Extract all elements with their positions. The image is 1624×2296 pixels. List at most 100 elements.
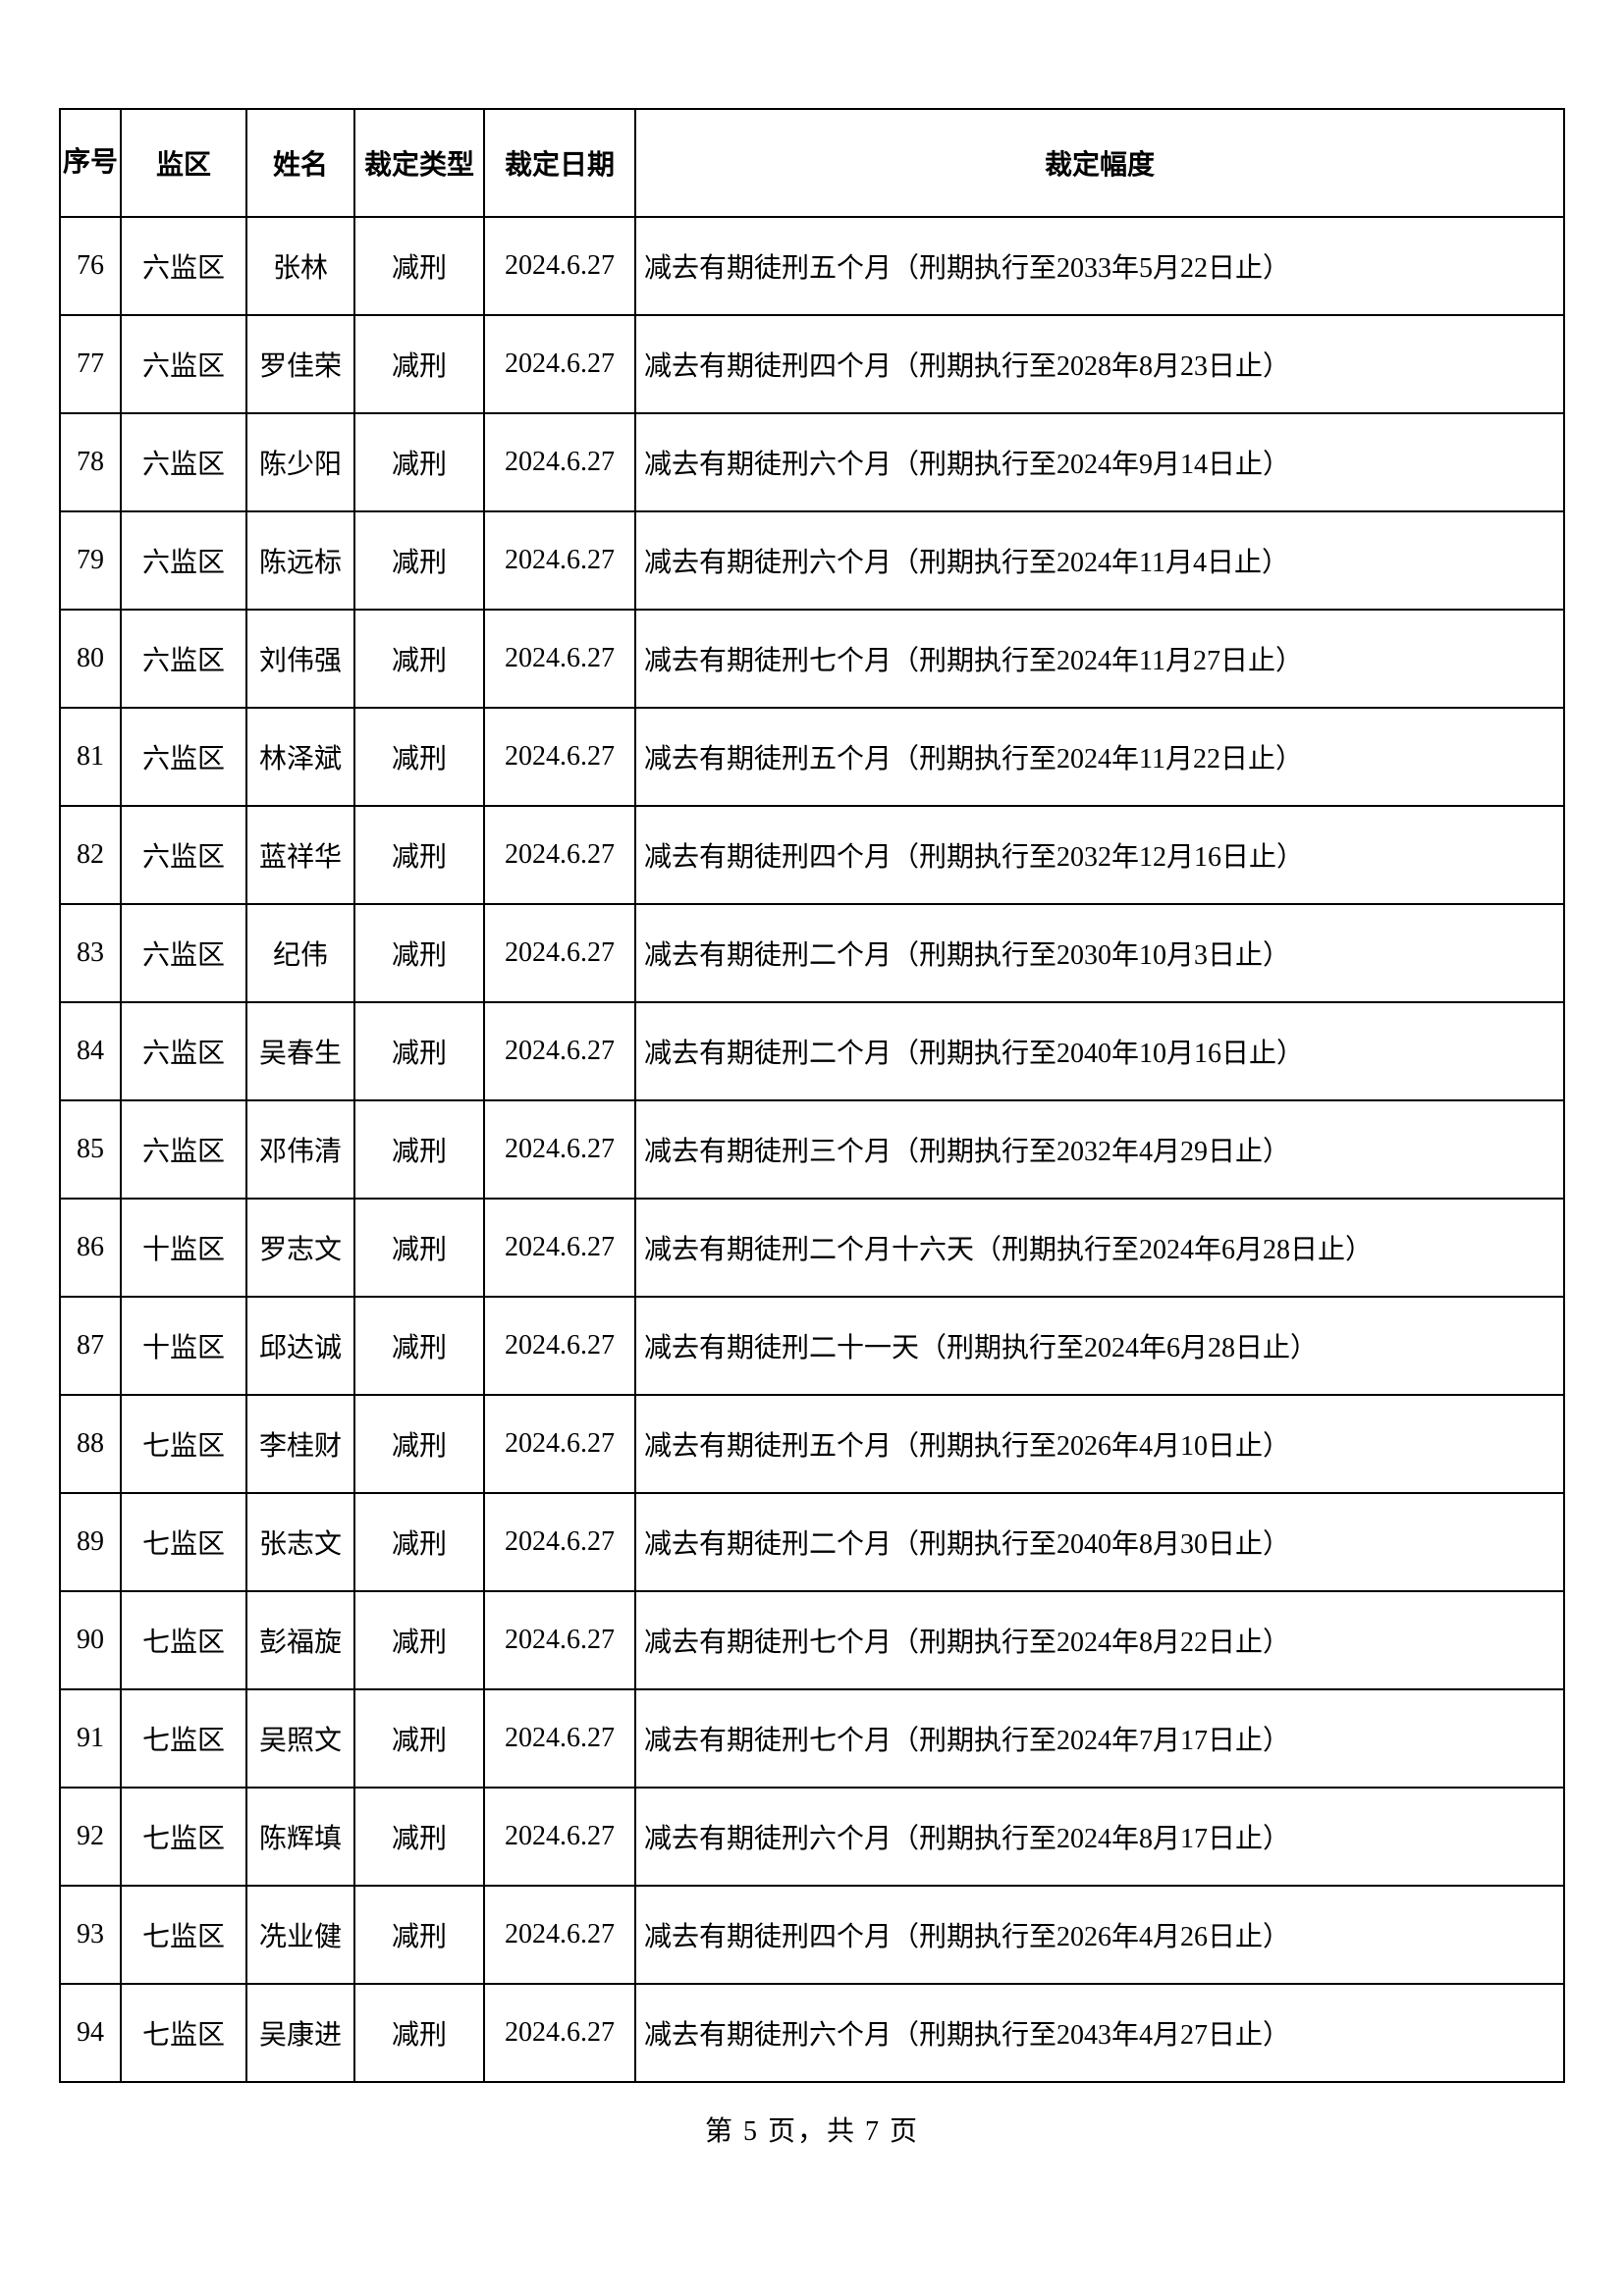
cell-area: 六监区 (121, 1100, 246, 1199)
cell-area: 十监区 (121, 1297, 246, 1395)
cell-type: 减刑 (354, 904, 484, 1002)
cell-name: 邓伟清 (246, 1100, 354, 1199)
cell-name: 吴照文 (246, 1689, 354, 1788)
cell-detail: 减去有期徒刑六个月（刑期执行至2024年8月17日止） (635, 1788, 1564, 1886)
cell-detail: 减去有期徒刑七个月（刑期执行至2024年11月27日止） (635, 610, 1564, 708)
cell-date: 2024.6.27 (484, 1199, 635, 1297)
cell-detail: 减去有期徒刑四个月（刑期执行至2026年4月26日止） (635, 1886, 1564, 1984)
table-row: 90七监区彭福旋减刑2024.6.27减去有期徒刑七个月（刑期执行至2024年8… (60, 1591, 1564, 1689)
cell-date: 2024.6.27 (484, 1591, 635, 1689)
header-area: 监区 (121, 109, 246, 217)
cell-area: 七监区 (121, 1984, 246, 2082)
cell-date: 2024.6.27 (484, 708, 635, 806)
cell-name: 吴春生 (246, 1002, 354, 1100)
cell-seq: 88 (60, 1395, 121, 1493)
table-row: 83六监区纪伟减刑2024.6.27减去有期徒刑二个月（刑期执行至2030年10… (60, 904, 1564, 1002)
cell-name: 张林 (246, 217, 354, 315)
cell-type: 减刑 (354, 1199, 484, 1297)
cell-name: 蓝祥华 (246, 806, 354, 904)
cell-seq: 93 (60, 1886, 121, 1984)
table-body: 76六监区张林减刑2024.6.27减去有期徒刑五个月（刑期执行至2033年5月… (60, 217, 1564, 2082)
cell-type: 减刑 (354, 1689, 484, 1788)
cell-detail: 减去有期徒刑七个月（刑期执行至2024年8月22日止） (635, 1591, 1564, 1689)
cell-detail: 减去有期徒刑五个月（刑期执行至2033年5月22日止） (635, 217, 1564, 315)
cell-name: 罗佳荣 (246, 315, 354, 413)
table-row: 94七监区吴康进减刑2024.6.27减去有期徒刑六个月（刑期执行至2043年4… (60, 1984, 1564, 2082)
table-row: 92七监区陈辉填减刑2024.6.27减去有期徒刑六个月（刑期执行至2024年8… (60, 1788, 1564, 1886)
cell-seq: 80 (60, 610, 121, 708)
header-row: 序号 监区 姓名 裁定类型 裁定日期 裁定幅度 (60, 109, 1564, 217)
cell-type: 减刑 (354, 511, 484, 610)
page-footer: 第 5 页，共 7 页 (0, 2109, 1624, 2149)
header-name: 姓名 (246, 109, 354, 217)
cell-date: 2024.6.27 (484, 315, 635, 413)
cell-date: 2024.6.27 (484, 610, 635, 708)
cell-name: 陈少阳 (246, 413, 354, 511)
cell-area: 六监区 (121, 708, 246, 806)
cell-detail: 减去有期徒刑四个月（刑期执行至2032年12月16日止） (635, 806, 1564, 904)
cell-type: 减刑 (354, 1100, 484, 1199)
cell-detail: 减去有期徒刑二个月（刑期执行至2030年10月3日止） (635, 904, 1564, 1002)
cell-seq: 89 (60, 1493, 121, 1591)
cell-name: 张志文 (246, 1493, 354, 1591)
header-date: 裁定日期 (484, 109, 635, 217)
cell-name: 邱达诚 (246, 1297, 354, 1395)
table-row: 91七监区吴照文减刑2024.6.27减去有期徒刑七个月（刑期执行至2024年7… (60, 1689, 1564, 1788)
cell-date: 2024.6.27 (484, 1886, 635, 1984)
cell-type: 减刑 (354, 217, 484, 315)
cell-detail: 减去有期徒刑四个月（刑期执行至2028年8月23日止） (635, 315, 1564, 413)
table-row: 78六监区陈少阳减刑2024.6.27减去有期徒刑六个月（刑期执行至2024年9… (60, 413, 1564, 511)
cell-seq: 92 (60, 1788, 121, 1886)
cell-date: 2024.6.27 (484, 1689, 635, 1788)
cell-area: 七监区 (121, 1886, 246, 1984)
cell-date: 2024.6.27 (484, 1493, 635, 1591)
cell-seq: 91 (60, 1689, 121, 1788)
cell-seq: 86 (60, 1199, 121, 1297)
cell-date: 2024.6.27 (484, 1984, 635, 2082)
cell-date: 2024.6.27 (484, 1297, 635, 1395)
cell-detail: 减去有期徒刑五个月（刑期执行至2024年11月22日止） (635, 708, 1564, 806)
cell-detail: 减去有期徒刑二个月（刑期执行至2040年10月16日止） (635, 1002, 1564, 1100)
cell-area: 六监区 (121, 1002, 246, 1100)
cell-area: 六监区 (121, 315, 246, 413)
cell-date: 2024.6.27 (484, 217, 635, 315)
page-number: 第 5 页，共 7 页 (705, 2116, 919, 2147)
ruling-table: 序号 监区 姓名 裁定类型 裁定日期 裁定幅度 76六监区张林减刑2024.6.… (59, 108, 1565, 2083)
cell-type: 减刑 (354, 1984, 484, 2082)
table-row: 79六监区陈远标减刑2024.6.27减去有期徒刑六个月（刑期执行至2024年1… (60, 511, 1564, 610)
cell-name: 纪伟 (246, 904, 354, 1002)
cell-type: 减刑 (354, 315, 484, 413)
cell-seq: 85 (60, 1100, 121, 1199)
cell-name: 陈辉填 (246, 1788, 354, 1886)
cell-name: 刘伟强 (246, 610, 354, 708)
cell-seq: 83 (60, 904, 121, 1002)
cell-name: 林泽斌 (246, 708, 354, 806)
cell-type: 减刑 (354, 610, 484, 708)
cell-date: 2024.6.27 (484, 511, 635, 610)
cell-area: 六监区 (121, 904, 246, 1002)
table-header: 序号 监区 姓名 裁定类型 裁定日期 裁定幅度 (60, 109, 1564, 217)
table-row: 89七监区张志文减刑2024.6.27减去有期徒刑二个月（刑期执行至2040年8… (60, 1493, 1564, 1591)
cell-area: 六监区 (121, 806, 246, 904)
cell-name: 彭福旋 (246, 1591, 354, 1689)
cell-name: 陈远标 (246, 511, 354, 610)
table-row: 87十监区邱达诚减刑2024.6.27减去有期徒刑二十一天（刑期执行至2024年… (60, 1297, 1564, 1395)
cell-date: 2024.6.27 (484, 1788, 635, 1886)
cell-area: 七监区 (121, 1788, 246, 1886)
cell-date: 2024.6.27 (484, 413, 635, 511)
cell-seq: 94 (60, 1984, 121, 2082)
cell-detail: 减去有期徒刑二个月十六天（刑期执行至2024年6月28日止） (635, 1199, 1564, 1297)
cell-seq: 84 (60, 1002, 121, 1100)
cell-date: 2024.6.27 (484, 1002, 635, 1100)
cell-detail: 减去有期徒刑六个月（刑期执行至2024年9月14日止） (635, 413, 1564, 511)
cell-seq: 77 (60, 315, 121, 413)
cell-name: 吴康进 (246, 1984, 354, 2082)
cell-area: 十监区 (121, 1199, 246, 1297)
cell-area: 七监区 (121, 1395, 246, 1493)
cell-type: 减刑 (354, 1002, 484, 1100)
cell-date: 2024.6.27 (484, 904, 635, 1002)
table-row: 93七监区冼业健减刑2024.6.27减去有期徒刑四个月（刑期执行至2026年4… (60, 1886, 1564, 1984)
cell-name: 冼业健 (246, 1886, 354, 1984)
cell-type: 减刑 (354, 1788, 484, 1886)
header-seq: 序号 (60, 109, 121, 217)
